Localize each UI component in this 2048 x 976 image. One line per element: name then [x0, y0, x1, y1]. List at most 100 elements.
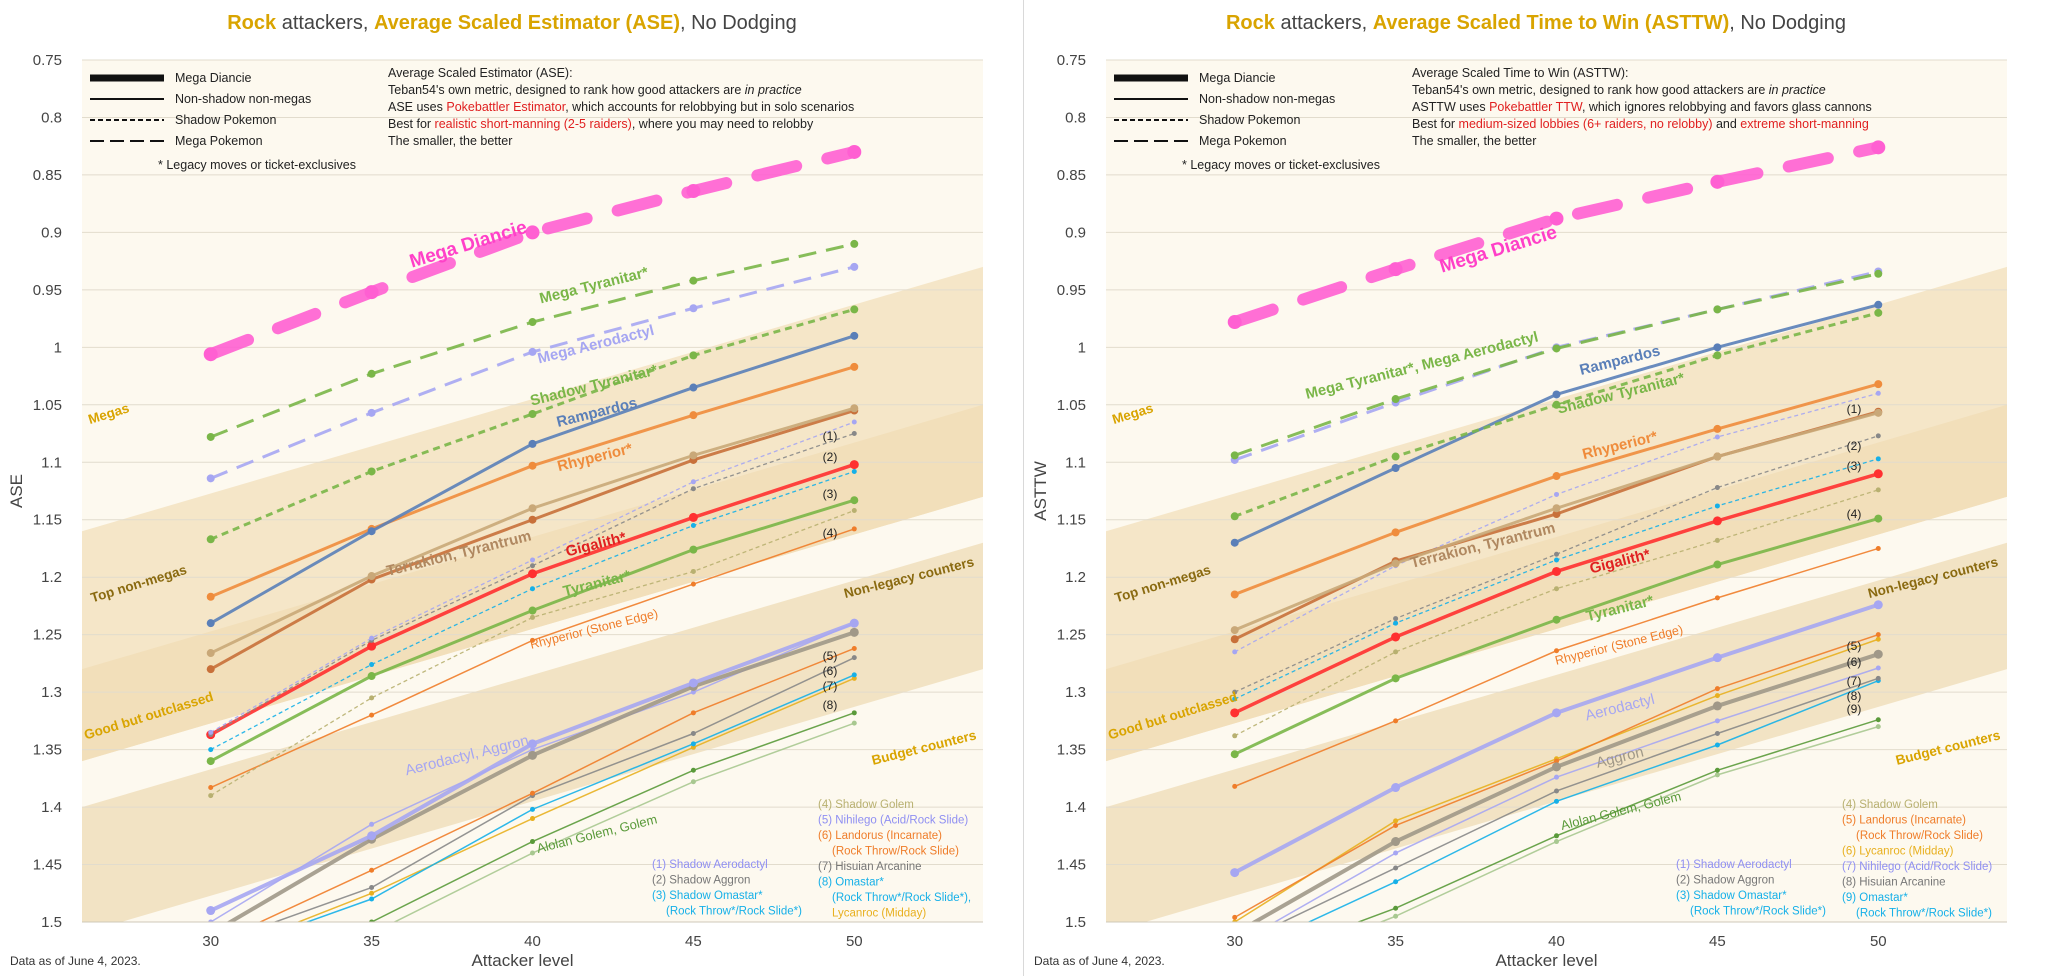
data-point [1227, 315, 1242, 330]
y-tick-label: 1.1 [1065, 454, 1086, 471]
data-point [1714, 693, 1720, 699]
data-point [1393, 620, 1399, 626]
data-point [206, 757, 215, 766]
data-point [1554, 798, 1559, 804]
data-point [1874, 514, 1883, 523]
data-point [530, 586, 535, 592]
data-point [850, 262, 859, 271]
y-axis-label: ASTTW [1031, 461, 1050, 521]
data-point [1875, 636, 1881, 642]
data-point [1391, 559, 1400, 568]
data-point [1391, 674, 1400, 683]
y-tick-label: 0.95 [1057, 282, 1086, 299]
number-label: (3) [823, 487, 838, 501]
data-point [1554, 774, 1559, 780]
data-point [850, 362, 859, 371]
y-tick-label: 1.5 [41, 914, 62, 931]
data-point [1714, 686, 1720, 692]
data-point [689, 545, 698, 554]
data-point [1874, 408, 1883, 417]
data-point [851, 419, 857, 425]
data-point [849, 627, 859, 637]
data-point [1873, 600, 1883, 610]
y-tick-label: 1.15 [1057, 512, 1086, 529]
data-point [1875, 390, 1881, 396]
data-point [528, 409, 537, 418]
number-label: (6) [823, 664, 838, 678]
data-point [1552, 615, 1561, 624]
data-point [1873, 469, 1883, 479]
metric-description: Average Scaled Time to Win (ASTTW): Teban… [1412, 66, 1872, 148]
data-point [689, 276, 698, 285]
data-point [690, 689, 696, 695]
data-point [208, 793, 214, 799]
y-tick-label: 0.9 [41, 224, 62, 241]
data-point [206, 474, 215, 483]
y-tick-label: 0.85 [33, 167, 62, 184]
data-point [849, 460, 859, 470]
data-point [1874, 300, 1883, 309]
data-point [369, 695, 375, 701]
data-point [1549, 211, 1564, 226]
data-point [1713, 351, 1722, 360]
number-label: (5) [823, 649, 838, 663]
number-label: (1) [823, 429, 838, 443]
data-point [690, 779, 696, 785]
chart-title: Rock attackers, Average Scaled Time to W… [1225, 12, 1846, 34]
data-point [1713, 343, 1722, 352]
y-tick-label: 1.35 [33, 742, 62, 759]
data-point [1230, 538, 1239, 547]
number-label: (5) [1847, 639, 1862, 653]
data-point [530, 806, 535, 812]
data-point [690, 767, 696, 773]
data-point [690, 581, 696, 587]
data-point [1232, 954, 1237, 959]
legend-label: Mega Diancie [175, 71, 251, 85]
data-point [1554, 839, 1559, 845]
data-point [1552, 390, 1561, 399]
data-point [1554, 586, 1559, 592]
footnote-entry: (2) Shadow Aggron [1676, 875, 1774, 887]
y-axis-label: ASE [7, 474, 26, 508]
x-tick-label: 40 [524, 933, 541, 950]
data-point [1391, 452, 1400, 461]
data-point [528, 515, 537, 524]
data-point [1393, 850, 1399, 856]
y-tick-label: 1.25 [33, 627, 62, 644]
asttw-panel: Rock attackers, Average Scaled Time to W… [1024, 0, 2048, 976]
data-point [1552, 504, 1561, 513]
data-point [1393, 865, 1399, 871]
data-point [525, 225, 540, 240]
data-point [1232, 965, 1237, 970]
footnote-entry: (7) Nihilego (Acid/Rock Slide) [1842, 861, 1992, 873]
data-point [1391, 837, 1401, 847]
data-point [1232, 649, 1238, 655]
legend-label: Mega Diancie [1199, 71, 1275, 85]
data-point [1230, 708, 1240, 718]
data-point [1552, 472, 1561, 481]
footnote-entry: (Rock Throw*/Rock Slide*) [1856, 908, 1992, 920]
data-point [851, 468, 857, 474]
x-tick-label: 50 [1870, 933, 1887, 950]
y-tick-label: 1.05 [33, 397, 62, 414]
data-point [1552, 708, 1561, 718]
x-tick-label: 30 [202, 933, 219, 950]
data-point [530, 614, 535, 620]
data-point [528, 569, 537, 579]
data-point [1232, 914, 1238, 920]
data-point [1875, 545, 1881, 551]
description-line: Teban54's own metric, designed to rank h… [388, 83, 802, 97]
data-point [206, 619, 215, 628]
data-point [1393, 718, 1399, 724]
data-point [1875, 487, 1881, 493]
data-point [1554, 491, 1559, 497]
data-point [1552, 762, 1561, 772]
data-point [1391, 783, 1401, 793]
y-tick-label: 1.2 [1065, 569, 1086, 586]
description-line: Best for realistic short-manning (2-5 ra… [388, 117, 814, 131]
data-point [530, 850, 535, 856]
data-point [851, 431, 857, 437]
series-group [1227, 140, 1886, 970]
data-point [689, 411, 698, 420]
data-point [851, 655, 857, 661]
